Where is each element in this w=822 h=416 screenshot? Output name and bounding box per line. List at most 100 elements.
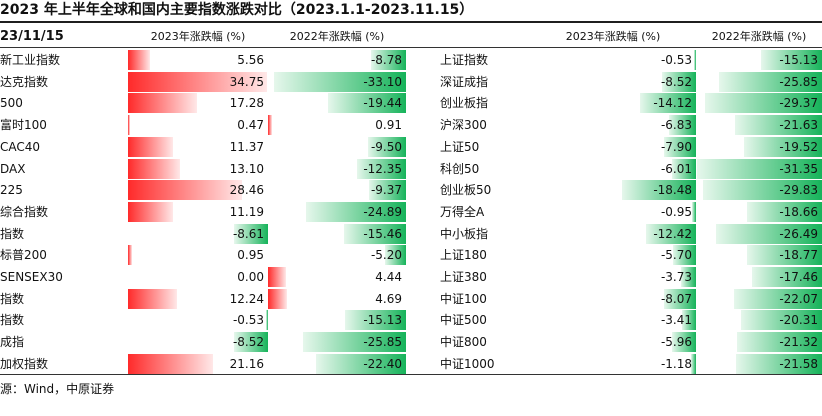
global-2023-value: -8.61: [232, 226, 264, 241]
global-2022-bar: [268, 115, 272, 136]
global-2022-value: -19.44: [363, 96, 402, 111]
domestic-2022-bar: [736, 332, 822, 353]
global-index-name: 加权指数: [0, 356, 49, 371]
domestic-2023-bar: [663, 288, 696, 309]
domestic-2023-bar: [691, 353, 696, 374]
global-index-name: 指数: [0, 291, 25, 306]
global-2023-value: 12.24: [229, 291, 264, 306]
domestic-2022-value: -17.46: [779, 270, 818, 284]
header-domestic-2022: 2022年涨跌幅 (%): [711, 30, 807, 43]
domestic-2022-bar: [735, 115, 822, 136]
global-2022-value: -5.20: [370, 248, 402, 263]
global-2023-value: 28.46: [229, 183, 264, 198]
domestic-2023-value: -8.52: [660, 74, 692, 89]
global-2022-bar: [345, 310, 406, 331]
top-rule: [0, 21, 822, 23]
domestic-2022-bar: [733, 288, 822, 309]
domestic-2023-value: -5.70: [660, 248, 692, 263]
global-2023-value: 21.16: [229, 356, 264, 371]
global-2022-value: -33.10: [363, 74, 402, 89]
table-row: 225 28.46 -9.37 创业板50 -18.48 -29.83: [0, 179, 822, 201]
domestic-2023-bar: [622, 180, 696, 201]
domestic-2023-value: -6.83: [660, 118, 692, 133]
domestic-2022-value: -25.85: [779, 74, 818, 89]
domestic-2022-bar: [743, 136, 822, 157]
domestic-index-name: 创业板指: [440, 96, 489, 111]
domestic-2022-bar: [740, 310, 822, 331]
table-row: 指数 12.24 4.69 中证100 -8.07 -22.07: [0, 288, 822, 310]
bottom-rule: [0, 374, 822, 375]
header-rule: [0, 47, 822, 48]
global-2022-value: -24.89: [363, 204, 402, 219]
global-2022-value: -9.37: [370, 183, 402, 198]
global-2023-bar: [128, 288, 177, 309]
domestic-2023-bar: [661, 71, 696, 92]
domestic-2023-value: -14.12: [653, 96, 692, 111]
domestic-2023-bar: [692, 201, 696, 222]
table-row: CAC40 11.37 -9.50 上证50 -7.90 -19.52: [0, 136, 822, 158]
global-2022-value: -9.50: [370, 139, 402, 154]
domestic-2023-value: -6.01: [660, 161, 692, 176]
domestic-2022-bar: [735, 353, 822, 374]
global-2023-value: 11.19: [229, 204, 264, 219]
source-note: 源：Wind，中原证券: [0, 382, 115, 396]
global-2023-value: 34.75: [229, 74, 264, 89]
global-2023-value: -0.53: [232, 313, 264, 328]
global-index-name: CAC40: [0, 139, 41, 154]
global-2022-value: -15.13: [363, 313, 402, 328]
global-2022-bar: [356, 158, 406, 179]
domestic-2023-value: -18.48: [653, 183, 692, 198]
table-row: 综合指数 11.19 -24.89 万得全A -0.95 -18.66: [0, 201, 822, 223]
domestic-2022-bar: [716, 223, 822, 244]
domestic-2023-bar: [671, 158, 696, 179]
table-row: 达克指数 34.75 -33.10 深证成指 -8.52 -25.85: [0, 71, 822, 93]
domestic-2023-value: -5.96: [660, 335, 692, 350]
domestic-2023-bar: [639, 93, 696, 114]
global-2022-value: -12.35: [363, 161, 402, 176]
domestic-index-name: 上证指数: [440, 53, 489, 67]
domestic-2022-value: -20.31: [779, 313, 818, 328]
global-2023-bar: [128, 158, 181, 179]
global-2023-bar: [128, 180, 242, 201]
domestic-index-name: 沪深300: [440, 118, 487, 133]
domestic-2022-value: -21.63: [779, 118, 818, 133]
domestic-index-name: 中证1000: [440, 356, 495, 371]
domestic-2022-value: -15.13: [779, 53, 818, 67]
table-row: 富时100 0.47 0.91 沪深300 -6.83 -21.63: [0, 114, 822, 136]
table-row: 标普200 0.95 -5.20 上证180 -5.70 -18.77: [0, 244, 822, 266]
global-2022-value: -25.85: [363, 335, 402, 350]
domestic-2023-bar: [693, 50, 696, 70]
global-2023-bar: [128, 201, 173, 222]
global-2022-value: 4.44: [375, 270, 402, 284]
global-2022-value: 0.91: [375, 118, 402, 133]
domestic-2022-bar: [752, 267, 822, 287]
domestic-2022-bar: [746, 245, 822, 266]
global-2022-bar: [268, 288, 287, 309]
domestic-2022-bar: [718, 71, 822, 92]
global-2023-value: 11.37: [229, 139, 264, 154]
domestic-2023-bar: [664, 136, 696, 157]
global-2023-value: 0.95: [237, 248, 264, 263]
global-index-name: SENSEX30: [0, 270, 63, 284]
domestic-2022-bar: [696, 158, 822, 179]
domestic-2023-value: -1.18: [660, 356, 692, 371]
global-2022-bar: [273, 71, 406, 92]
domestic-2023-bar: [681, 267, 696, 287]
global-2023-value: 13.10: [229, 161, 264, 176]
domestic-2022-bar: [704, 93, 822, 114]
global-2022-value: -22.40: [363, 356, 402, 371]
domestic-2023-bar: [672, 332, 696, 353]
domestic-2023-value: -12.42: [653, 226, 692, 241]
global-index-name: 达克指数: [0, 74, 49, 89]
domestic-index-name: 中小板指: [440, 226, 489, 241]
global-2022-bar: [368, 136, 406, 157]
domestic-index-name: 上证380: [440, 270, 487, 284]
domestic-2023-value: -3.73: [660, 270, 692, 284]
chart-title: 2023 年上半年全球和国内主要指数涨跌对比（2023.1.1-2023.11.…: [0, 2, 474, 18]
table-row: 500 17.28 -19.44 创业板指 -14.12 -29.37: [0, 92, 822, 114]
header-global-2023: 2023年涨跌幅 (%): [150, 30, 246, 43]
global-2023-value: 0.47: [237, 118, 264, 133]
global-index-name: 标普200: [0, 248, 47, 263]
global-2023-bar: [265, 310, 268, 331]
domestic-2023-value: -8.07: [660, 291, 692, 306]
